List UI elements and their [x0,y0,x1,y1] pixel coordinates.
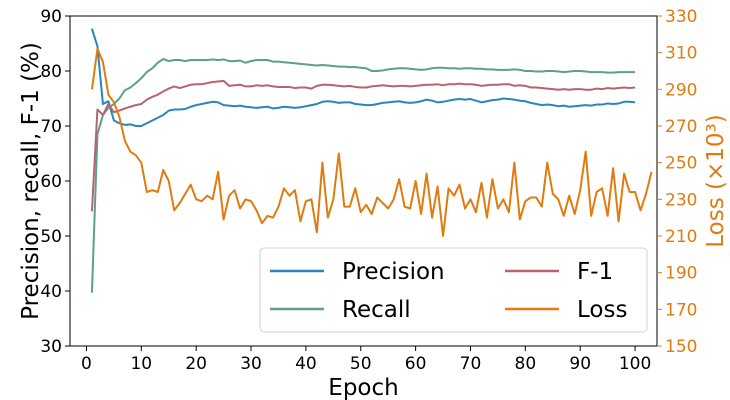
legend-label: F-1 [577,259,613,285]
y2-tick-label: 330 [665,7,697,27]
x-tick-label: 20 [185,354,207,374]
y2-tick-label: 230 [665,190,697,210]
x-tick-label: 60 [405,354,427,374]
y-tick-label: 40 [40,282,62,302]
series-line-loss [90,48,653,237]
legend-label: Precision [342,259,445,285]
y2-tick-label: 310 [665,44,697,64]
x-tick-label: 90 [569,354,591,374]
x-tick-label: 80 [515,354,537,374]
series-layer [90,28,653,293]
y2-tick-label: 150 [665,337,697,357]
y-tick-label: 60 [40,172,62,192]
x-tick-label: 70 [460,354,482,374]
axes-layer: 0 10 20 30 40 50 60 70 80 90 100 30 40 50 60 70 80 90 150 1… [40,7,697,374]
x-tick-label: 40 [295,354,317,374]
y-tick-label: 70 [40,117,62,137]
x-tick-label: 50 [350,354,372,374]
y2-tick-label: 190 [665,264,697,284]
legend-box [259,247,648,333]
y2-tick-label: 170 [665,300,697,320]
y-tick-label: 30 [40,337,62,357]
series-line-precision [90,28,636,127]
y-tick-label: 50 [40,227,62,247]
x-tick-label: 0 [81,354,92,374]
y2-axis-title: Loss (×10³) [703,114,729,247]
y2-tick-label: 270 [665,117,697,137]
series-line-recall [90,57,636,293]
y2-tick-label: 290 [665,80,697,100]
y2-tick-label: 250 [665,154,697,174]
series-line-f-1 [90,79,636,212]
y-axis-title: Precision, recall, F-1 (%) [18,42,44,320]
legend: Precision Recall F-1 Loss [259,247,648,333]
x-tick-label: 30 [240,354,262,374]
x-tick-label: 10 [130,354,152,374]
y-tick-label: 90 [40,7,62,27]
x-tick-label: 100 [619,354,651,374]
legend-label: Recall [342,297,411,323]
y-tick-label: 80 [40,62,62,82]
legend-label: Loss [577,297,627,323]
y2-tick-label: 210 [665,227,697,247]
x-axis-title: Epoch [328,375,398,400]
